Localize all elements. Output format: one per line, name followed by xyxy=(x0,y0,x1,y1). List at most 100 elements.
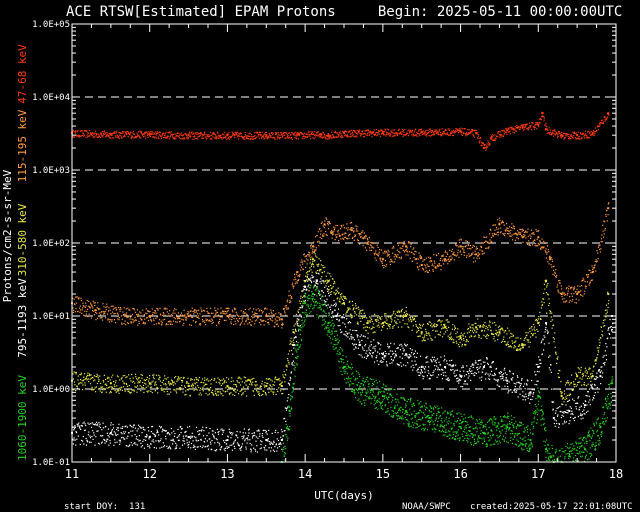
data-point xyxy=(562,293,564,295)
data-point xyxy=(437,265,439,267)
data-point xyxy=(399,247,401,249)
data-point xyxy=(181,381,183,383)
data-point xyxy=(142,426,144,428)
data-point xyxy=(103,388,105,390)
data-point xyxy=(97,375,99,377)
data-point xyxy=(546,284,548,286)
data-point xyxy=(540,307,542,309)
data-point xyxy=(119,134,121,136)
data-point xyxy=(305,266,307,268)
data-point xyxy=(333,283,335,285)
data-point xyxy=(137,324,139,326)
data-point xyxy=(387,129,389,131)
data-point xyxy=(222,136,224,138)
data-point xyxy=(377,255,380,257)
data-point xyxy=(342,224,344,226)
data-point xyxy=(574,136,577,139)
data-point xyxy=(267,322,269,324)
data-point xyxy=(414,134,416,136)
data-point xyxy=(359,311,361,313)
data-point xyxy=(315,247,317,249)
data-point xyxy=(378,131,380,133)
data-point xyxy=(84,306,86,308)
data-point xyxy=(175,447,178,449)
data-point xyxy=(473,257,475,259)
data-point xyxy=(97,133,99,135)
data-point xyxy=(521,235,523,237)
data-point xyxy=(145,386,147,388)
data-point xyxy=(219,383,221,385)
data-point xyxy=(147,133,149,135)
data-point xyxy=(411,329,413,331)
data-point xyxy=(486,247,488,249)
data-point xyxy=(220,447,222,449)
data-point xyxy=(546,251,548,253)
data-point xyxy=(225,387,227,389)
data-point xyxy=(517,345,519,347)
data-point xyxy=(463,332,465,334)
data-point xyxy=(272,391,274,393)
data-point xyxy=(182,314,184,316)
data-point xyxy=(390,258,392,261)
data-point xyxy=(190,133,192,135)
data-point xyxy=(218,379,220,381)
data-point xyxy=(77,425,79,427)
data-point xyxy=(170,131,173,133)
data-point xyxy=(293,134,295,136)
data-point xyxy=(369,133,371,135)
data-point xyxy=(200,387,202,389)
data-point xyxy=(567,134,569,136)
data-point xyxy=(156,387,158,389)
data-point xyxy=(270,450,272,452)
data-point xyxy=(196,309,198,311)
data-point xyxy=(99,135,101,137)
data-point xyxy=(149,132,151,134)
data-point xyxy=(512,239,514,241)
data-point xyxy=(596,261,598,263)
data-point xyxy=(93,310,95,312)
data-point xyxy=(342,295,344,297)
data-point xyxy=(599,344,601,346)
data-point xyxy=(500,133,502,135)
data-point xyxy=(193,309,196,311)
data-point xyxy=(580,294,582,296)
data-point xyxy=(506,230,508,232)
data-point xyxy=(115,306,117,309)
series-1-point-15 xyxy=(405,245,408,248)
data-point xyxy=(587,137,590,139)
data-point xyxy=(124,438,126,440)
data-point xyxy=(281,133,283,135)
data-point xyxy=(252,381,254,383)
data-point xyxy=(381,129,383,131)
data-point xyxy=(416,330,418,332)
data-point xyxy=(413,131,416,133)
data-point xyxy=(252,138,255,140)
data-point xyxy=(108,387,110,389)
data-point xyxy=(325,275,327,277)
data-point xyxy=(92,423,94,425)
data-point xyxy=(323,132,325,134)
data-point xyxy=(105,136,107,138)
data-point xyxy=(293,332,296,334)
data-point xyxy=(525,336,527,338)
data-point xyxy=(287,382,289,384)
data-point xyxy=(165,430,167,432)
data-point xyxy=(168,445,171,447)
data-point xyxy=(425,131,427,133)
data-point xyxy=(157,132,159,134)
data-point xyxy=(353,231,355,233)
data-point xyxy=(244,131,246,133)
data-point xyxy=(159,307,161,309)
data-point xyxy=(259,322,261,324)
data-point xyxy=(297,275,299,277)
data-point xyxy=(434,336,436,338)
data-point xyxy=(125,382,127,385)
data-point xyxy=(232,394,234,396)
data-point xyxy=(138,377,140,379)
data-point xyxy=(182,135,184,137)
data-point xyxy=(588,367,590,369)
data-point xyxy=(133,133,135,135)
data-point xyxy=(313,252,315,254)
data-point xyxy=(256,131,258,133)
data-point xyxy=(333,135,335,137)
